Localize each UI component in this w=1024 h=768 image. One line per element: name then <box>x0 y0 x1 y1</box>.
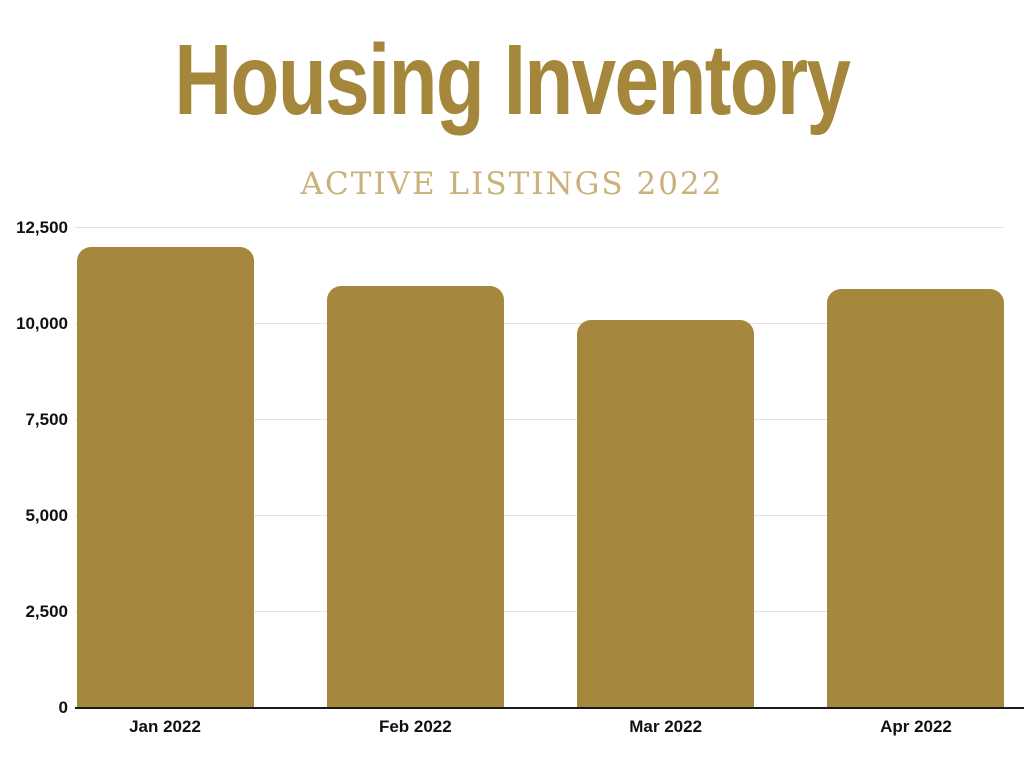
gridline-7500 <box>75 419 1003 420</box>
bar-mar-2022 <box>577 320 755 708</box>
y-axis-tick-label-5000: 5,000 <box>25 506 68 525</box>
y-axis-tick-label-2500: 2,500 <box>25 602 68 621</box>
plot-area <box>75 227 1005 708</box>
y-axis-tick-label-0: 0 <box>58 698 68 717</box>
gridline-2500 <box>75 611 1003 612</box>
chart-header: Housing Inventory <box>0 30 1024 130</box>
bar-feb-2022 <box>326 285 504 708</box>
gridline-12500 <box>75 227 1003 228</box>
chart-title: Housing Inventory <box>174 24 851 136</box>
y-axis-tick-label-10000: 10,000 <box>16 314 68 333</box>
gridline-10000 <box>75 323 1003 324</box>
y-axis-tick-label-12500: 12,500 <box>16 218 68 237</box>
x-axis-label-feb-2022: Feb 2022 <box>378 717 452 736</box>
x-axis-label-apr-2022: Apr 2022 <box>880 717 952 736</box>
x-axis-label-jan-2022: Jan 2022 <box>129 717 201 736</box>
bar-apr-2022 <box>827 289 1005 708</box>
y-axis-tick-label-7500: 7,500 <box>25 410 68 429</box>
x-axis-label-mar-2022: Mar 2022 <box>629 717 703 736</box>
chart-subtitle: ACTIVE LISTINGS 2022 <box>300 166 724 202</box>
gridline-5000 <box>75 515 1003 516</box>
x-axis-line <box>75 707 1024 709</box>
bar-jan-2022 <box>76 247 254 708</box>
